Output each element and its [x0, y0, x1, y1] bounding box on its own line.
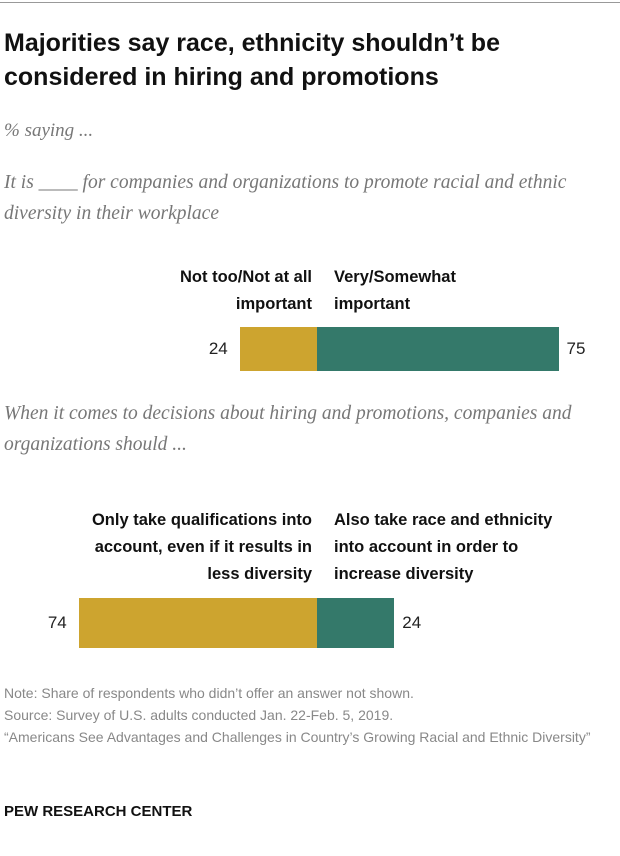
bar [317, 598, 395, 648]
legend-label: Very/Somewhat important [334, 268, 456, 313]
title: Majorities say race, ethnicity shouldn’t… [4, 29, 500, 91]
source: Source: Survey of U.S. adults conducted … [4, 707, 394, 723]
value-label: 24 [208, 339, 228, 358]
legend-label: Only take qualifications into account, e… [91, 511, 312, 583]
value-label: 74 [47, 613, 67, 632]
brand: PEW RESEARCH CENTER [4, 803, 193, 820]
note: Note: Share of respondents who didn’t of… [4, 685, 414, 701]
subtitle: % saying ... [4, 120, 94, 141]
legend-label: Not too/Not at all important [180, 268, 312, 313]
bar [317, 327, 559, 371]
top-rule [0, 2, 620, 3]
value-label: 24 [402, 613, 422, 632]
bar [239, 327, 317, 371]
legend-label: Also take race and ethnicity into accoun… [334, 511, 553, 583]
question: When it comes to decisions about hiring … [4, 403, 572, 455]
bar [78, 598, 317, 648]
value-label: 75 [566, 339, 586, 358]
report: “Americans See Advantages and Challenges… [4, 729, 591, 745]
question: It is ____ for companies and organizatio… [4, 172, 567, 224]
